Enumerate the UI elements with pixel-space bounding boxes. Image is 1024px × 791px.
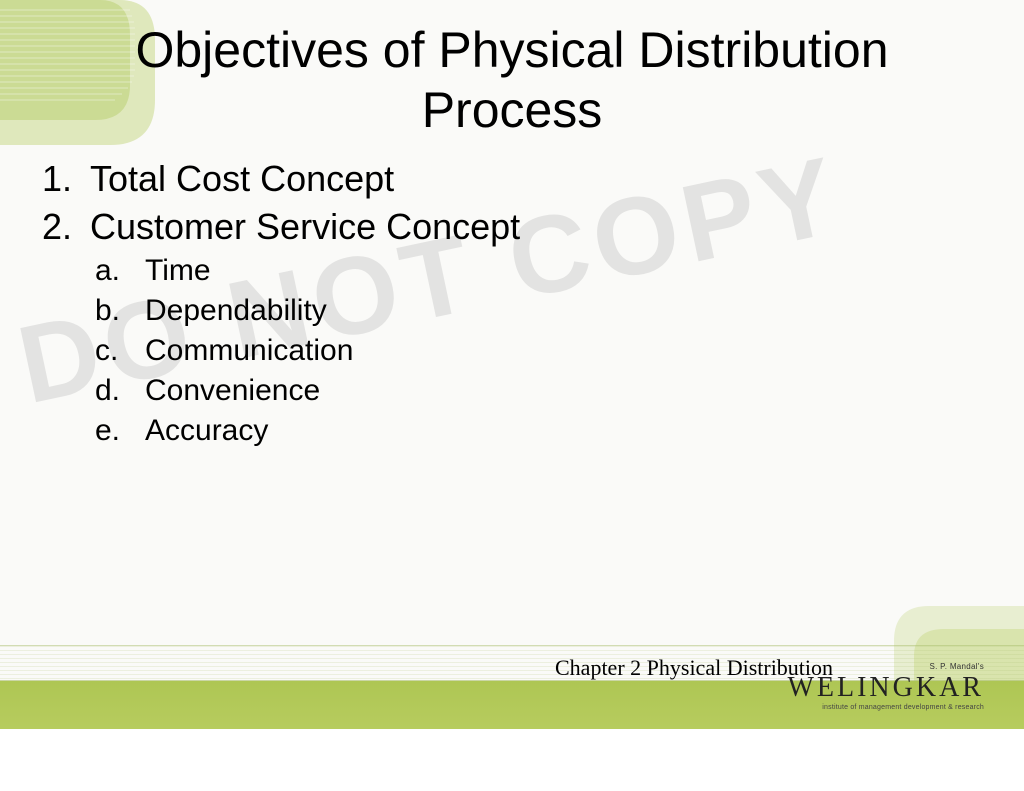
sub-item-letter: c. [95,334,145,368]
sub-item-text: Dependability [145,294,327,328]
main-item-number: 2. [35,206,90,248]
brand-tagline: institute of management development & re… [787,704,984,711]
slide-content: Objectives of Physical Distribution Proc… [0,0,1024,448]
sub-item-letter: b. [95,294,145,328]
sub-item-letter: e. [95,414,145,448]
sub-item-letter: a. [95,254,145,288]
main-item-text: Customer Service Concept [90,206,520,248]
slide-title: Objectives of Physical Distribution Proc… [62,20,962,140]
sub-item: b. Dependability [95,294,1024,328]
main-item: 2. Customer Service Concept [35,206,1024,248]
sub-item: d. Convenience [95,374,1024,408]
sub-item: e. Accuracy [95,414,1024,448]
main-item-text: Total Cost Concept [90,158,394,200]
main-item: 1. Total Cost Concept [35,158,1024,200]
footer-spacer [0,729,1024,791]
sub-item: a. Time [95,254,1024,288]
sub-item-letter: d. [95,374,145,408]
sub-item-text: Convenience [145,374,320,408]
sub-item-text: Communication [145,334,353,368]
sub-item-text: Time [145,254,211,288]
sub-item: c. Communication [95,334,1024,368]
main-list: 1. Total Cost Concept 2. Customer Servic… [35,158,1024,248]
main-item-number: 1. [35,158,90,200]
sub-item-text: Accuracy [145,414,268,448]
chapter-label: Chapter 2 Physical Distribution [555,655,833,681]
sub-list: a. Time b. Dependability c. Communicatio… [95,254,1024,448]
